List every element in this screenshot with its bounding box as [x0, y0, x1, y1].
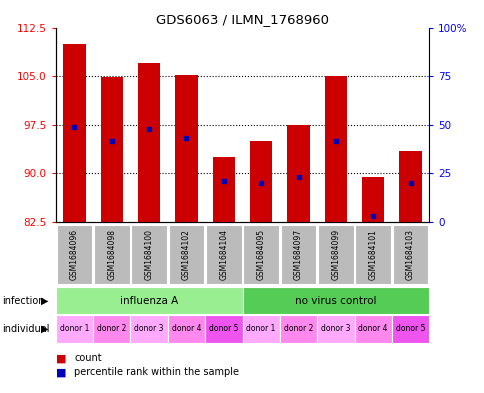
Text: donor 2: donor 2 [97, 325, 126, 333]
Text: donor 5: donor 5 [209, 325, 238, 333]
Title: GDS6063 / ILMN_1768960: GDS6063 / ILMN_1768960 [156, 13, 328, 26]
Bar [93, 315, 130, 343]
Text: donor 2: donor 2 [283, 325, 313, 333]
Text: donor 3: donor 3 [320, 325, 350, 333]
Bar [318, 225, 353, 284]
Bar [130, 315, 167, 343]
Text: GSM1684102: GSM1684102 [182, 229, 191, 280]
Bar [56, 287, 242, 314]
Bar [249, 141, 272, 222]
Text: GSM1684104: GSM1684104 [219, 229, 228, 280]
Text: GSM1684097: GSM1684097 [293, 229, 302, 280]
Text: GSM1684098: GSM1684098 [107, 229, 116, 280]
Bar [392, 225, 427, 284]
Text: GSM1684099: GSM1684099 [331, 229, 340, 280]
Bar [391, 315, 428, 343]
Text: donor 5: donor 5 [395, 325, 424, 333]
Text: GSM1684100: GSM1684100 [144, 229, 153, 280]
Bar [100, 77, 123, 222]
Bar [242, 287, 428, 314]
Text: ▶: ▶ [41, 296, 49, 306]
Bar [137, 63, 160, 222]
Bar [355, 225, 390, 284]
Text: individual: individual [2, 324, 50, 334]
Bar [206, 225, 241, 284]
Text: GSM1684101: GSM1684101 [368, 229, 377, 280]
Text: infection: infection [2, 296, 45, 306]
Text: no virus control: no virus control [294, 296, 376, 306]
Text: donor 1: donor 1 [60, 325, 89, 333]
Text: GSM1684095: GSM1684095 [256, 229, 265, 280]
Text: ■: ■ [56, 353, 66, 364]
Bar [56, 315, 93, 343]
Text: ■: ■ [56, 367, 66, 377]
Bar [324, 76, 347, 222]
Text: donor 1: donor 1 [246, 325, 275, 333]
Text: donor 3: donor 3 [134, 325, 164, 333]
Bar [63, 44, 86, 222]
Text: GSM1684096: GSM1684096 [70, 229, 79, 280]
Bar [94, 225, 129, 284]
Bar [242, 315, 279, 343]
Text: ▶: ▶ [41, 324, 49, 334]
Bar [243, 225, 278, 284]
Text: GSM1684103: GSM1684103 [405, 229, 414, 280]
Bar [280, 225, 316, 284]
Bar [398, 151, 421, 222]
Text: donor 4: donor 4 [358, 325, 387, 333]
Bar [57, 225, 92, 284]
Bar [205, 315, 242, 343]
Text: influenza A: influenza A [120, 296, 178, 306]
Bar [287, 125, 309, 222]
Text: count: count [74, 353, 102, 364]
Bar [168, 225, 204, 284]
Bar [279, 315, 317, 343]
Text: donor 4: donor 4 [171, 325, 201, 333]
Bar [131, 225, 166, 284]
Text: percentile rank within the sample: percentile rank within the sample [74, 367, 239, 377]
Bar [175, 75, 197, 222]
Bar [361, 176, 384, 222]
Bar [317, 315, 354, 343]
Bar [354, 315, 391, 343]
Bar [167, 315, 205, 343]
Bar [212, 157, 235, 222]
